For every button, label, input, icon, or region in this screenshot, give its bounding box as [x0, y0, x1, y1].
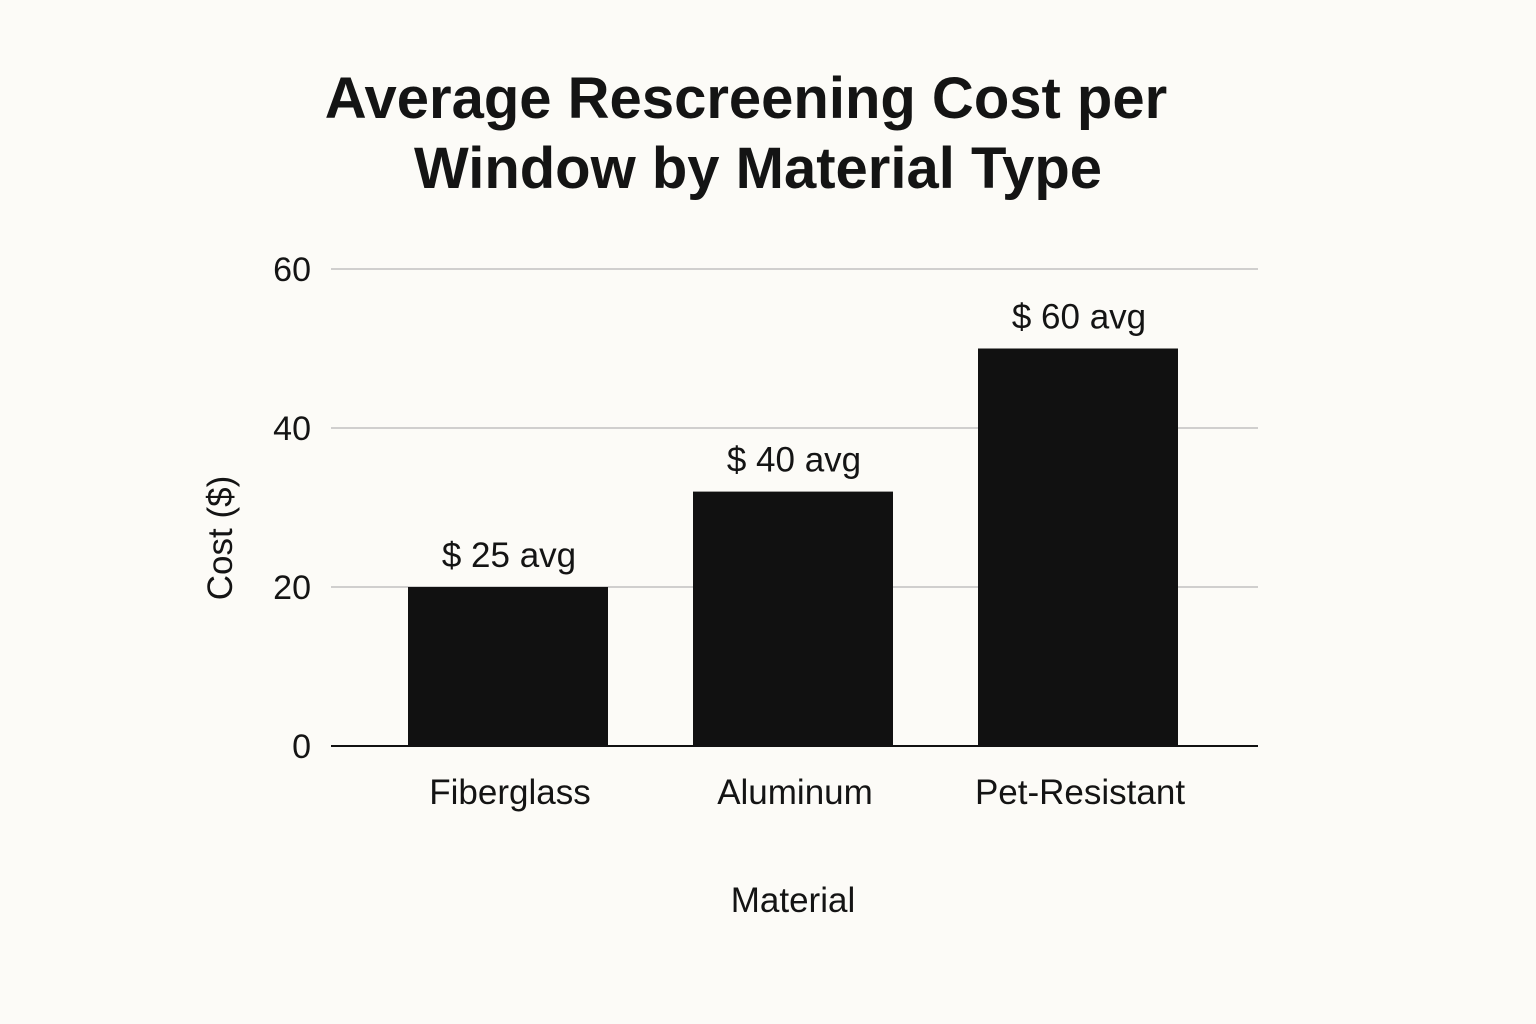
y-tick-label: 20 — [273, 569, 311, 607]
category-label: Aluminum — [717, 773, 873, 812]
bar-fiberglass — [408, 587, 608, 746]
y-tick-label: 60 — [273, 251, 311, 289]
chart-title-line-2: Window by Material Type — [414, 136, 1102, 201]
y-tick-labels: 0 20 40 60 — [273, 251, 311, 766]
y-tick-label: 0 — [292, 728, 311, 766]
data-label: $ 60 avg — [1012, 298, 1146, 337]
bar-pet-resistant — [978, 348, 1178, 746]
bars: $ 25 avg $ 40 avg $ 60 avg — [408, 298, 1178, 746]
category-labels: Fiberglass Aluminum Pet-Resistant — [429, 773, 1185, 812]
data-label: $ 40 avg — [727, 441, 861, 480]
bar-aluminum — [693, 491, 893, 746]
y-tick-label: 40 — [273, 410, 311, 448]
x-axis-label: Material — [731, 881, 855, 920]
category-label: Pet-Resistant — [975, 773, 1185, 812]
chart-title-line-1: Average Rescreening Cost per — [325, 66, 1167, 131]
data-label: $ 25 avg — [442, 536, 576, 575]
y-axis-label: Cost ($) — [201, 476, 240, 600]
category-label: Fiberglass — [429, 773, 590, 812]
